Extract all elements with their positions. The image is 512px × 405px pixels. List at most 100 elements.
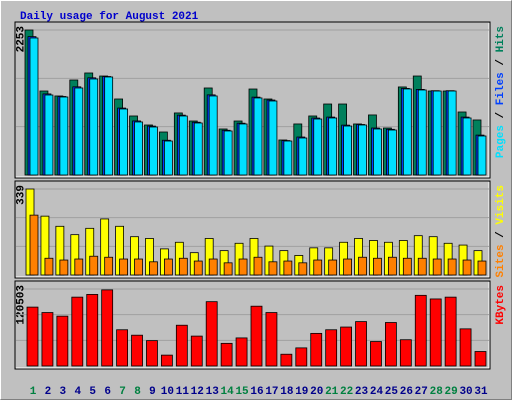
legend-entry: Pages bbox=[495, 125, 507, 158]
bar bbox=[71, 296, 84, 367]
bar bbox=[283, 140, 293, 176]
bar bbox=[384, 322, 397, 367]
bar bbox=[298, 137, 308, 176]
bar bbox=[343, 258, 353, 276]
x-tick-label: 16 bbox=[250, 386, 263, 398]
x-tick-label: 23 bbox=[355, 386, 369, 398]
x-tick-label: 29 bbox=[445, 386, 458, 398]
bar bbox=[29, 37, 39, 176]
legend: KBytes bbox=[495, 285, 507, 325]
x-tick-label: 5 bbox=[89, 386, 96, 398]
bar bbox=[340, 326, 353, 367]
bar bbox=[104, 76, 114, 176]
y-tick-label: 339 bbox=[15, 185, 27, 205]
bar bbox=[373, 257, 382, 276]
bar bbox=[387, 129, 397, 176]
bar bbox=[343, 125, 353, 176]
bar bbox=[253, 256, 263, 276]
bar bbox=[149, 126, 158, 176]
x-tick-label: 14 bbox=[221, 386, 235, 398]
x-tick-label: 3 bbox=[60, 386, 67, 398]
x-tick-label: 31 bbox=[474, 386, 488, 398]
x-tick-label: 12 bbox=[191, 386, 204, 398]
bar bbox=[74, 258, 84, 276]
legend-separator: / bbox=[495, 105, 507, 125]
bar bbox=[59, 259, 69, 276]
x-tick-label: 30 bbox=[459, 386, 472, 398]
x-tick-label: 27 bbox=[415, 386, 428, 398]
bar bbox=[119, 108, 128, 176]
bar bbox=[235, 337, 248, 367]
x-tick-label: 2 bbox=[45, 386, 52, 398]
bar bbox=[89, 255, 99, 276]
bar bbox=[146, 340, 158, 367]
bar bbox=[429, 298, 442, 367]
bar bbox=[313, 259, 323, 276]
bar bbox=[175, 324, 188, 367]
legend-separator: / bbox=[495, 52, 507, 72]
bar bbox=[89, 78, 99, 176]
x-tick-label: 22 bbox=[340, 386, 353, 398]
chart-title: Daily usage for August 2021 bbox=[20, 11, 199, 23]
x-tick-label: 26 bbox=[400, 386, 413, 398]
bar bbox=[325, 329, 338, 367]
bar bbox=[190, 335, 203, 367]
x-tick-label: 4 bbox=[74, 386, 81, 398]
x-tick-label: 11 bbox=[176, 386, 190, 398]
x-tick-label: 25 bbox=[385, 386, 399, 398]
bar bbox=[298, 262, 308, 276]
bar bbox=[402, 257, 412, 276]
bar bbox=[44, 94, 54, 176]
bar bbox=[208, 258, 218, 276]
x-tick-label: 19 bbox=[295, 386, 308, 398]
bar bbox=[104, 256, 114, 276]
bar bbox=[223, 130, 233, 176]
y-tick-label: 2253 bbox=[15, 26, 27, 53]
bar bbox=[220, 342, 233, 367]
bar bbox=[56, 315, 69, 367]
plot-bevel bbox=[16, 182, 490, 278]
bar bbox=[149, 261, 158, 276]
x-tick-label: 28 bbox=[430, 386, 444, 398]
bar bbox=[328, 117, 338, 176]
x-tick-label: 7 bbox=[119, 386, 126, 398]
bar bbox=[283, 260, 293, 276]
bar bbox=[119, 258, 128, 276]
x-tick-label: 9 bbox=[149, 386, 156, 398]
bar bbox=[280, 353, 293, 367]
x-tick-label: 21 bbox=[325, 386, 339, 398]
x-tick-label: 18 bbox=[280, 386, 294, 398]
bar bbox=[432, 258, 442, 276]
x-tick-label: 20 bbox=[310, 386, 323, 398]
bar bbox=[432, 90, 442, 176]
bar bbox=[387, 256, 397, 276]
legend-entry: Sites bbox=[495, 244, 507, 277]
bar bbox=[178, 115, 188, 176]
bar bbox=[41, 312, 54, 367]
bar bbox=[208, 95, 218, 176]
x-tick-label: 6 bbox=[104, 386, 111, 398]
bar bbox=[59, 96, 69, 176]
bar bbox=[370, 341, 382, 367]
bar bbox=[417, 257, 427, 276]
bar bbox=[253, 97, 263, 176]
bar bbox=[163, 258, 173, 276]
x-tick-label: 24 bbox=[370, 386, 384, 398]
legend-separator: / bbox=[495, 225, 507, 245]
bar bbox=[313, 118, 323, 176]
bar bbox=[44, 257, 54, 276]
bar bbox=[358, 124, 367, 176]
bar bbox=[417, 89, 427, 176]
bar bbox=[447, 90, 457, 176]
bar bbox=[355, 321, 367, 367]
bar bbox=[163, 140, 173, 176]
bar bbox=[26, 306, 39, 367]
bar bbox=[477, 260, 487, 276]
bar bbox=[193, 122, 203, 176]
bar bbox=[358, 256, 367, 276]
bar bbox=[474, 351, 487, 367]
bar bbox=[295, 347, 308, 367]
